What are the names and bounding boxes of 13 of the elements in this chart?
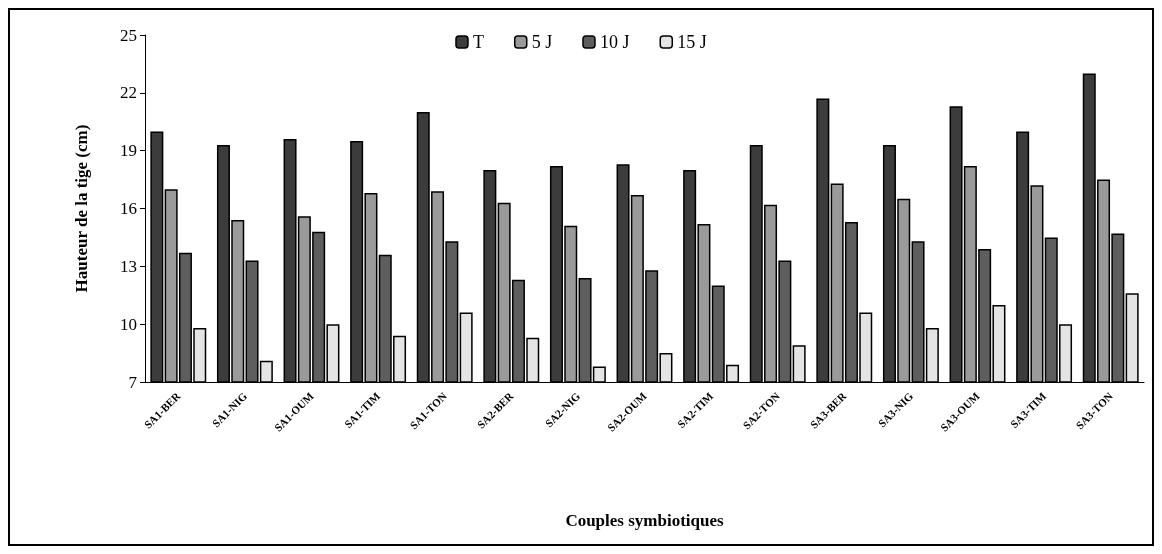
legend-label: 5 J <box>531 32 553 52</box>
y-tick-label: 7 <box>128 372 138 392</box>
y-tick-label: 19 <box>120 141 137 161</box>
legend-label: 15 J <box>677 32 707 52</box>
y-tick-label: 13 <box>120 256 137 276</box>
y-tick-label: 16 <box>120 199 137 218</box>
legend-label: T <box>473 32 484 52</box>
y-tick-label: 25 <box>120 25 137 45</box>
y-tick-label: 10 <box>120 314 137 334</box>
legend-label: 10 J <box>600 32 630 52</box>
x-axis-title: Couples symbiotiques <box>565 511 724 530</box>
y-tick-label: 22 <box>120 83 137 103</box>
y-axis-title: Hauteur de la tige (cm) <box>72 124 91 293</box>
